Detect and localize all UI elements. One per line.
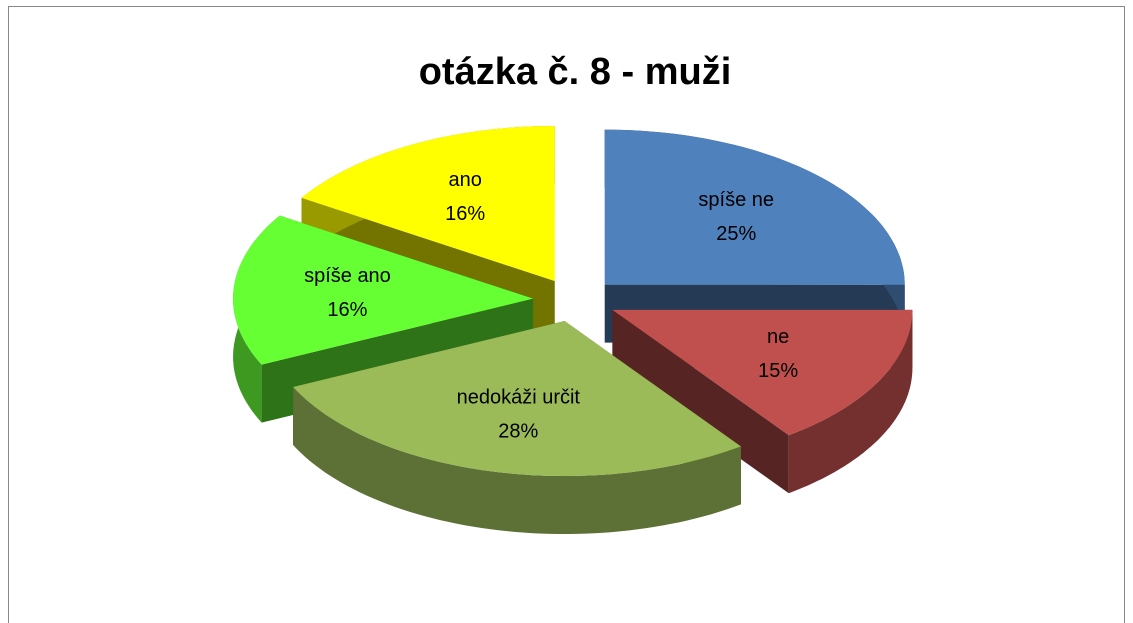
slice [612, 309, 913, 436]
slice-wall [612, 309, 789, 494]
slice-label: spíše ne [698, 189, 774, 211]
slice-value-label: 16% [327, 299, 367, 321]
chart-title: otázka č. 8 - muži [419, 51, 732, 93]
slice-value-label: 28% [498, 420, 538, 442]
slice [301, 126, 555, 281]
slice-label: nedokáži určit [457, 386, 581, 408]
slice-value-label: 15% [758, 360, 798, 382]
slice-label: spíše ano [304, 265, 391, 287]
slice-value-label: 16% [445, 203, 485, 225]
slice-label: ano [448, 169, 481, 191]
slice-value-label: 25% [716, 223, 756, 245]
slice-label: ne [767, 326, 789, 348]
slice [604, 129, 905, 285]
slice [293, 321, 741, 476]
slice [233, 215, 534, 365]
slice-side [788, 309, 913, 494]
slice-side [293, 387, 741, 534]
